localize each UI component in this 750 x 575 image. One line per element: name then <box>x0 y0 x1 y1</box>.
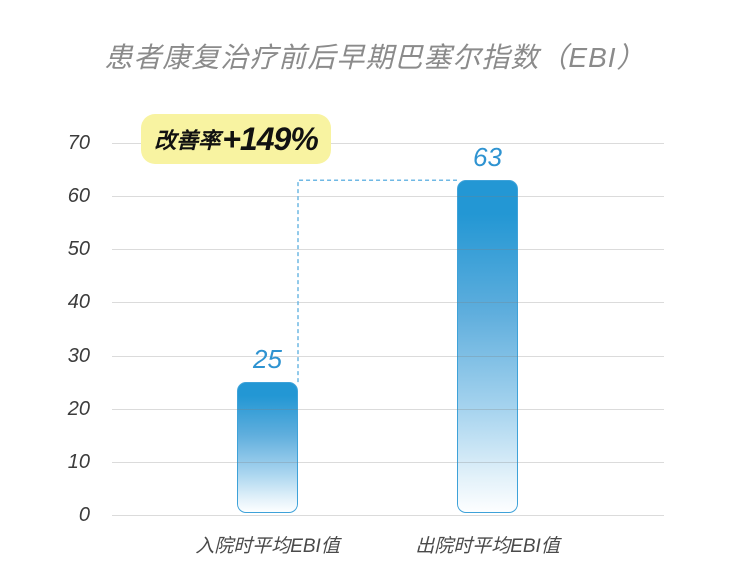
y-tick-label: 20 <box>67 397 90 420</box>
bar-admission-ebi <box>237 382 298 513</box>
improvement-badge-label: 改善率 <box>154 128 221 153</box>
gridline <box>112 461 664 463</box>
gridline <box>112 249 664 251</box>
y-tick-label: 0 <box>78 504 90 526</box>
chart-title: 患者康复治疗前后早期巴塞尔指数（EBI） <box>104 42 646 73</box>
gridline <box>112 302 664 304</box>
improvement-badge-value: +149% <box>222 120 319 157</box>
gridline <box>112 196 664 198</box>
y-tick-label: 40 <box>67 291 90 314</box>
y-tick-label: 60 <box>67 185 90 208</box>
y-tick-label: 50 <box>67 238 90 261</box>
y-tick-label: 10 <box>67 450 90 473</box>
gridline <box>112 355 664 357</box>
gridline <box>112 515 664 516</box>
x-axis-label: 入院时平均EBI值 <box>195 536 340 557</box>
bar-discharge-ebi <box>457 180 518 513</box>
bar-value-label: 63 <box>473 142 502 173</box>
improvement-badge: 改善率 +149% <box>141 114 331 164</box>
bar-value-label: 25 <box>253 344 282 375</box>
y-tick-label: 70 <box>67 132 90 154</box>
gridline <box>112 408 664 410</box>
x-axis-label: 出院时平均EBI值 <box>415 536 560 557</box>
y-tick-label: 30 <box>67 344 90 367</box>
